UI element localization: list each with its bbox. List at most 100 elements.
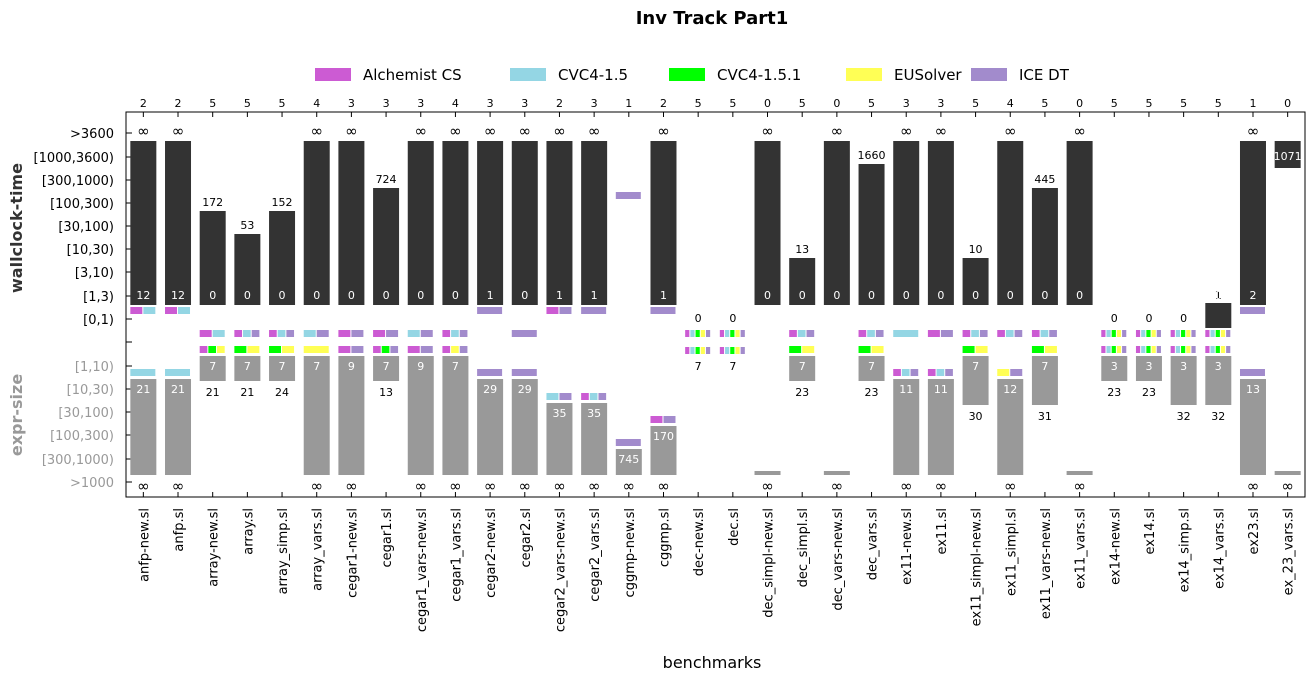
legend-swatch: [510, 68, 546, 81]
size-bar-label: 35: [587, 407, 601, 420]
count-label: 1: [1249, 97, 1256, 110]
size-bar: [338, 356, 365, 475]
size-bar-label: 7: [313, 360, 320, 373]
size-bar: [1101, 356, 1128, 381]
size-bottom-label: 31: [1038, 410, 1052, 423]
count-label: 4: [452, 97, 459, 110]
size-bottom-label: 32: [1211, 410, 1225, 423]
y-tick-label-size: [1,10): [75, 360, 114, 375]
x-tick-label: array_simp.sl: [276, 508, 291, 594]
count-label: 5: [799, 97, 806, 110]
x-tick-label: anfp-new.sl: [137, 508, 152, 582]
size-bar: [823, 471, 850, 475]
solver-strip-size: [1101, 346, 1106, 353]
solver-strip-size: [1010, 369, 1023, 376]
solver-strip-time: [962, 330, 971, 337]
x-tick-label: ex14.sl: [1143, 508, 1158, 555]
size-bar-label: 29: [483, 383, 497, 396]
x-tick-label: ex14-new.sl: [1108, 508, 1123, 585]
count-label: 5: [729, 97, 736, 110]
size-bar: [962, 356, 989, 405]
solver-strip-size: [975, 346, 988, 353]
legend-swatch: [846, 68, 882, 81]
solver-strip-time: [269, 330, 277, 337]
x-tick-label: ex11_vars.sl: [1074, 508, 1089, 589]
time-bar-label: 1: [591, 289, 598, 302]
time-top-label: ∞: [657, 122, 670, 140]
y-tick-label-time: [30,100): [58, 220, 114, 235]
size-bar: [199, 356, 226, 381]
solver-strip-size: [1116, 346, 1122, 353]
count-label: 3: [521, 97, 528, 110]
solver-strip-size: [269, 346, 282, 353]
time-bar-label: 2: [1249, 289, 1256, 302]
solver-strip-size: [945, 369, 953, 376]
solver-strip-time: [243, 330, 251, 337]
size-bar: [130, 379, 157, 475]
size-bottom-label: 30: [969, 410, 983, 423]
count-label: 3: [591, 97, 598, 110]
time-top-label: 0: [1180, 312, 1187, 325]
size-bottom-label: ∞: [1073, 477, 1086, 495]
time-top-label: ∞: [484, 122, 497, 140]
solver-strip-size: [407, 346, 420, 353]
count-label: 0: [1076, 97, 1083, 110]
time-top-label: 10: [969, 243, 983, 256]
solver-strip-size: [1175, 346, 1181, 353]
solver-strip-time: [1210, 330, 1215, 337]
time-bar: [407, 141, 434, 305]
size-bar-label: 3: [1215, 360, 1222, 373]
count-label: 2: [175, 97, 182, 110]
plot-area: [125, 111, 1306, 498]
solver-strip-size: [690, 347, 695, 354]
solver-strip-size: [451, 346, 459, 353]
size-bar: [442, 356, 469, 475]
solver-strip-time: [1226, 330, 1231, 337]
size-bottom-label: 23: [795, 386, 809, 399]
solver-strip-size: [858, 346, 871, 353]
y-tick-label-time: >3600: [70, 127, 114, 142]
time-top-label: ∞: [137, 122, 150, 140]
solver-strip-size: [247, 346, 260, 353]
size-bar: [615, 449, 642, 475]
time-bar: [650, 141, 677, 305]
size-bar-label: 7: [972, 360, 979, 373]
solver-strip-size: [1156, 346, 1161, 353]
solver-strip-time: [650, 307, 676, 314]
solver-strip-size: [1106, 346, 1111, 353]
size-bar: [997, 379, 1024, 475]
time-bar-label: 0: [903, 289, 910, 302]
size-bottom-label: ∞: [761, 477, 774, 495]
solver-strip-size: [208, 346, 217, 353]
solver-strip-size: [615, 439, 641, 446]
x-tick-label: cegar1_vars-new.sl: [415, 508, 430, 632]
time-bar-label: 1: [556, 289, 563, 302]
time-top-label: ∞: [415, 122, 428, 140]
solver-strip-time: [477, 307, 503, 314]
time-top-label: ∞: [900, 122, 913, 140]
time-bar: [1205, 303, 1232, 328]
size-bottom-label: ∞: [1004, 477, 1017, 495]
solver-strip-size: [390, 346, 399, 353]
size-bar-label: 7: [868, 360, 875, 373]
size-bar: [581, 403, 608, 475]
solver-strip-size: [477, 369, 503, 376]
solver-strip-size: [740, 347, 745, 354]
size-bar: [1066, 471, 1093, 475]
count-label: 2: [556, 97, 563, 110]
solver-strip-time: [351, 330, 364, 337]
size-bar: [269, 356, 296, 381]
size-bottom-label: ∞: [172, 477, 185, 495]
size-bottom-label: 32: [1177, 410, 1191, 423]
solver-strip-size: [338, 346, 351, 353]
size-bar: [407, 356, 434, 475]
time-bar: [373, 188, 400, 305]
chart-title: Inv Track Part1: [636, 8, 789, 29]
size-bar: [234, 356, 261, 381]
time-bar: [303, 141, 330, 305]
count-label: 5: [1111, 97, 1118, 110]
count-label: 4: [313, 97, 320, 110]
count-label: 5: [244, 97, 251, 110]
size-bar-label: 170: [653, 430, 674, 443]
size-bar-label: 9: [348, 360, 355, 373]
